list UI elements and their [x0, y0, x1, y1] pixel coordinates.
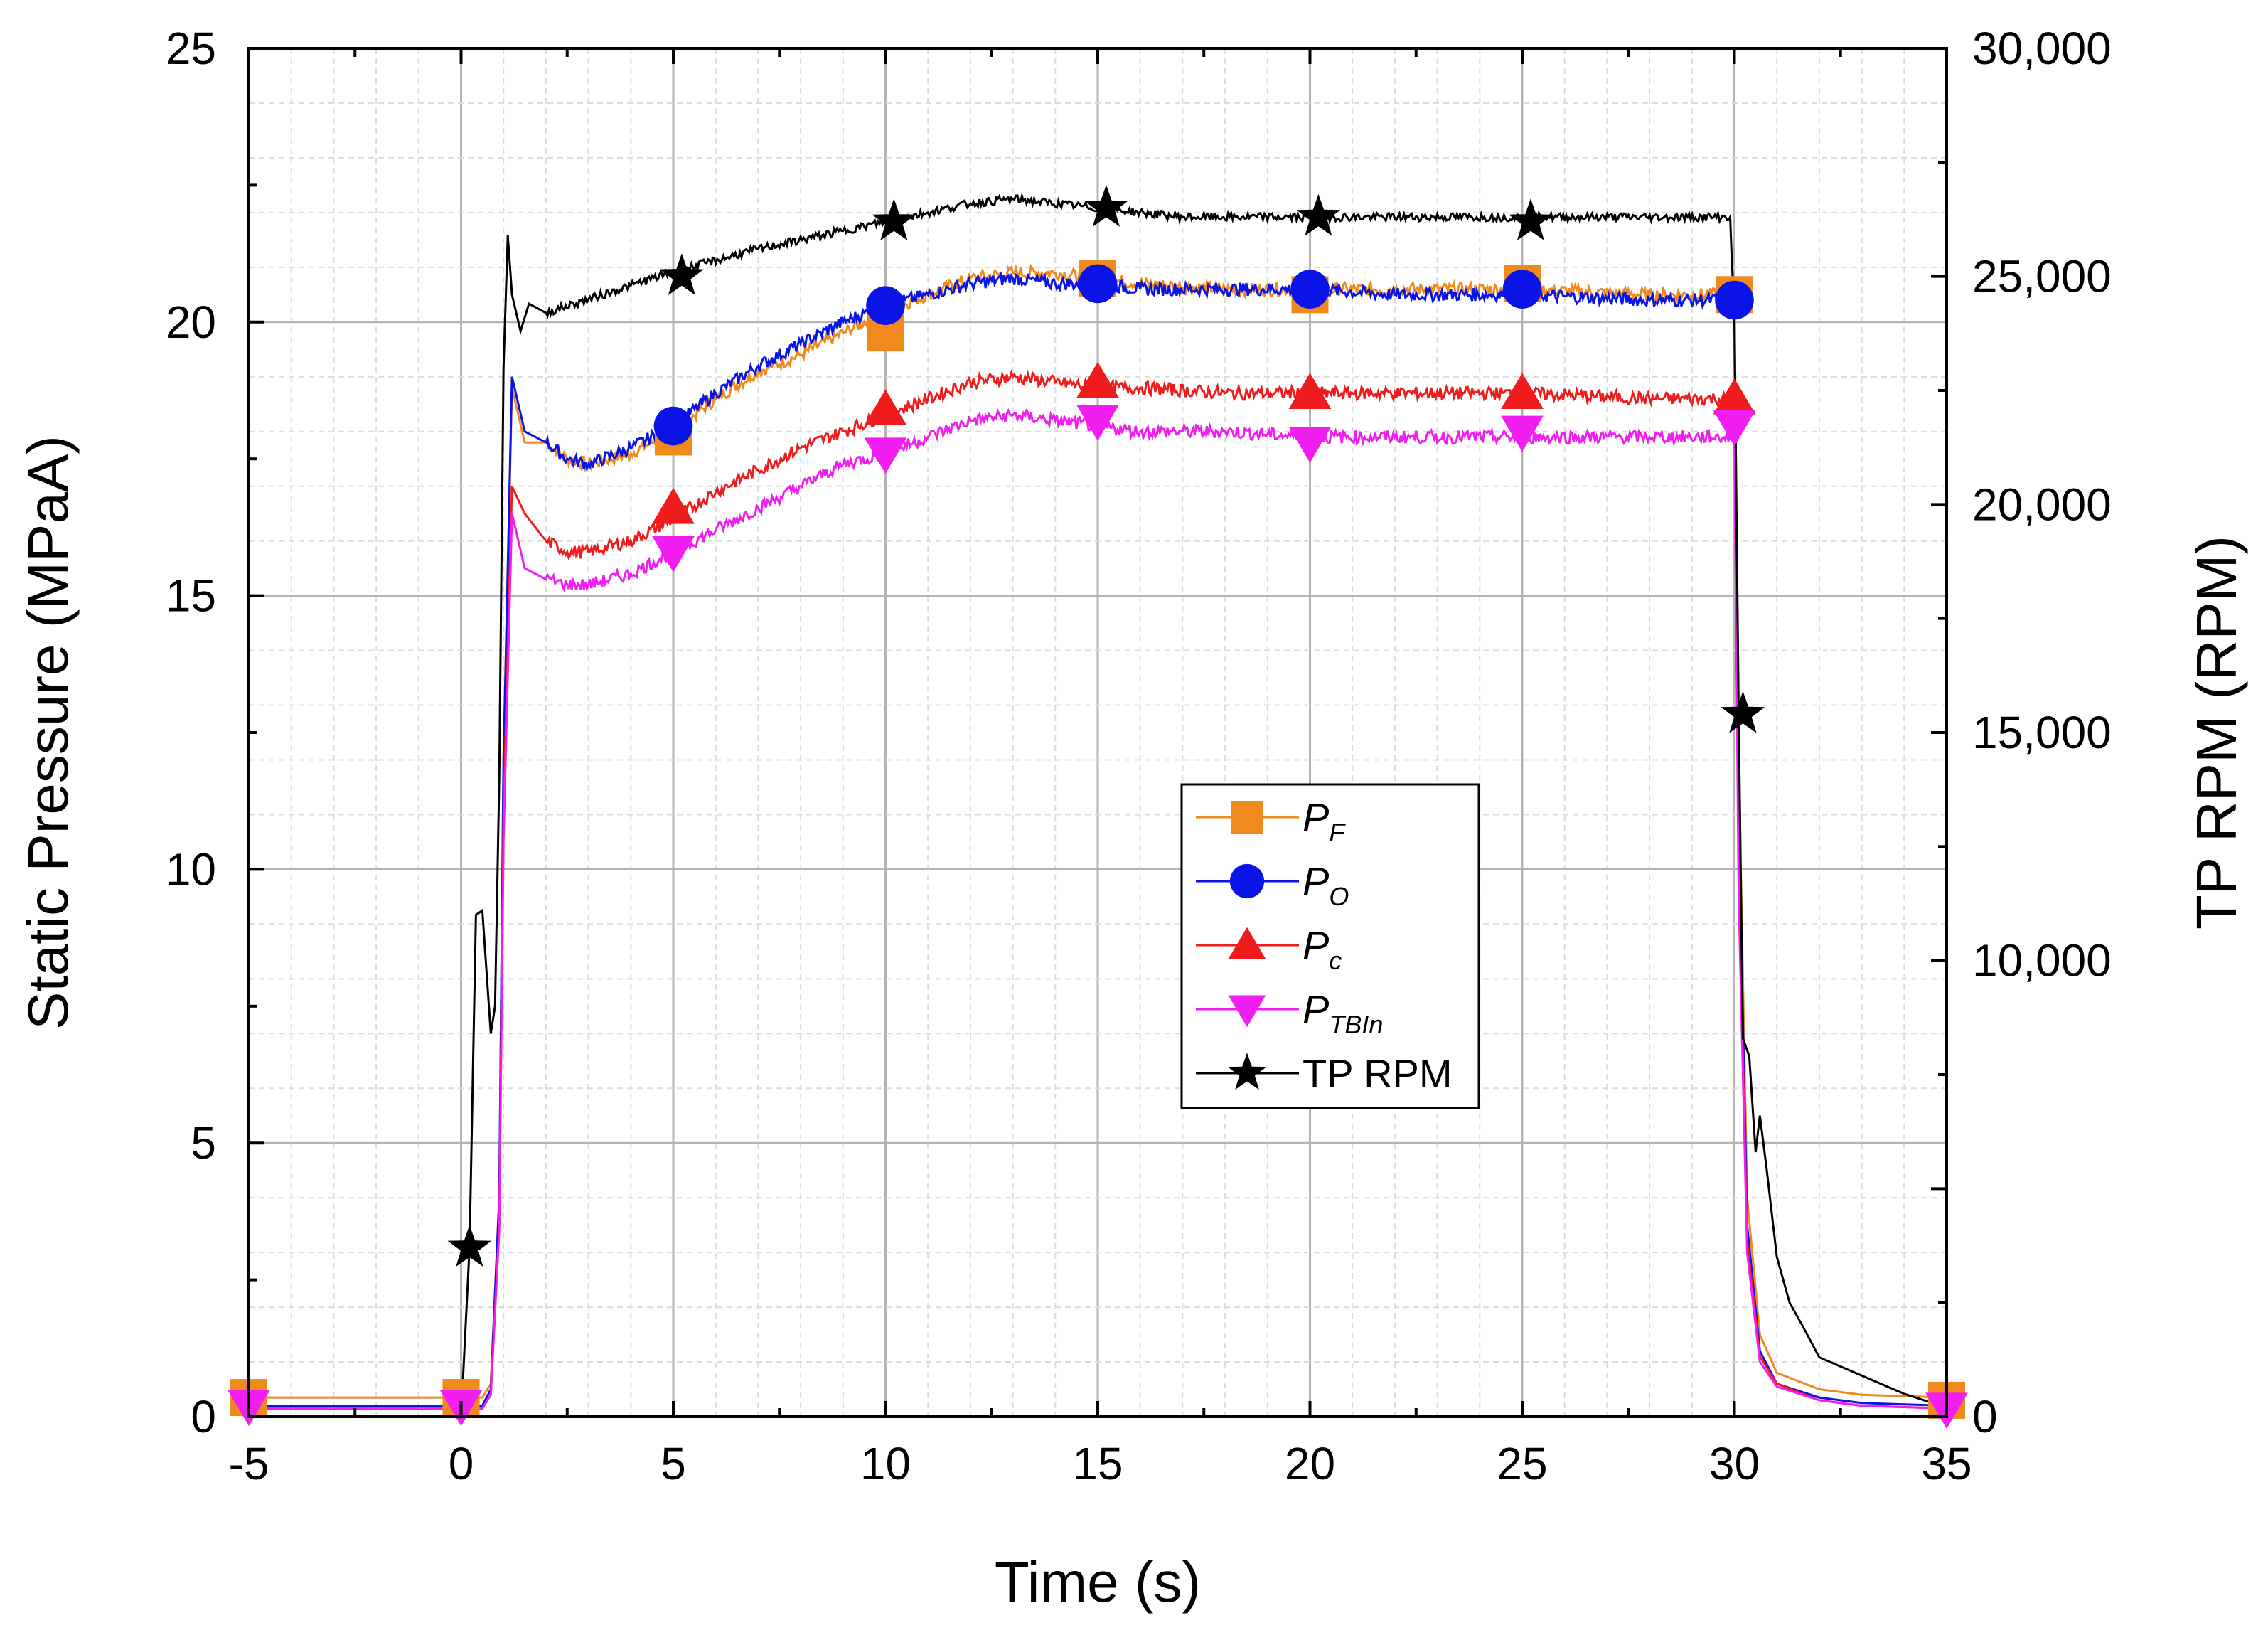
y-tick-label: 15 — [166, 570, 216, 622]
x-tick-label: 20 — [1285, 1438, 1335, 1489]
data-point-p-c — [1501, 373, 1544, 409]
data-point-p-tbin — [1713, 410, 1756, 447]
y2-tick-label: 20,000 — [1972, 479, 2112, 530]
x-axis-title: Time (s) — [995, 1550, 1201, 1614]
data-point-tp-rpm — [1509, 198, 1553, 240]
legend-marker-tp-rpm — [1227, 1053, 1267, 1090]
data-point-p-o — [653, 406, 693, 446]
y-tick-label: 10 — [166, 843, 216, 895]
y-axis-title: Static Pressure (MPaA) — [16, 435, 80, 1030]
y2-tick-label: 25,000 — [1972, 251, 2112, 302]
legend: PF PO Pc PTBIn TP RPM — [1180, 783, 1480, 1109]
x-tick-label: 0 — [449, 1438, 474, 1489]
x-tick-label: 15 — [1072, 1438, 1123, 1489]
legend-marker-p-c — [1228, 927, 1266, 959]
data-point-p-tbin — [1288, 427, 1332, 463]
data-point-p-c — [1713, 378, 1756, 415]
series-markers — [228, 185, 1968, 1429]
data-point-p-tbin — [1501, 415, 1544, 452]
data-point-p-c — [1288, 373, 1332, 409]
legend-marker-p-tbin — [1228, 995, 1266, 1028]
data-point-p-tbin — [864, 437, 907, 474]
data-point-p-tbin — [1076, 405, 1119, 441]
series-line-p-tbin — [249, 408, 1947, 1410]
data-point-p-o — [1502, 270, 1542, 309]
x-tick-label: 5 — [660, 1438, 686, 1489]
legend-label-tp-rpm: TP RPM — [1303, 1051, 1453, 1096]
y2-tick-label: 15,000 — [1972, 707, 2112, 758]
data-point-p-o — [1715, 280, 1754, 320]
x-tick-label: 25 — [1497, 1438, 1547, 1489]
data-point-p-o — [866, 286, 905, 326]
data-point-tp-rpm — [1084, 185, 1128, 227]
data-point-p-c — [652, 487, 695, 524]
data-point-p-c — [1076, 361, 1119, 398]
y2-tick-label: 30,000 — [1972, 23, 2112, 74]
series-line-tp-rpm — [249, 192, 1947, 1418]
legend-marker-p-o — [1229, 863, 1265, 899]
data-point-tp-rpm — [660, 253, 704, 295]
y-tick-label: 20 — [166, 297, 216, 348]
legend-label-p-o: PO — [1303, 859, 1349, 911]
data-point-tp-rpm — [1721, 691, 1765, 733]
y-tick-label: 25 — [166, 23, 216, 74]
legend-marker-p-f — [1231, 801, 1263, 834]
y-tick-label: 5 — [191, 1117, 216, 1168]
axes: -5 0 5 10 15 20 25 30 350510152025010,00015,0002… — [166, 23, 2112, 1489]
x-tick-label: 35 — [1921, 1438, 1972, 1489]
data-point-tp-rpm — [872, 198, 916, 240]
data-point-p-tbin — [652, 536, 695, 572]
data-point-p-o — [1078, 264, 1118, 304]
series-line-p-c — [249, 369, 1947, 1410]
legend-label-p-c: Pc — [1303, 923, 1342, 975]
data-point-p-c — [864, 389, 907, 426]
x-tick-label: 10 — [860, 1438, 911, 1489]
y-tick-label: 0 — [191, 1391, 216, 1442]
series-line-p-o — [249, 271, 1947, 1407]
data-point-tp-rpm — [1296, 193, 1341, 236]
data-point-tp-rpm — [447, 1225, 492, 1267]
series-lines — [249, 192, 1947, 1418]
y2-tick-label: 10,000 — [1972, 935, 2112, 986]
legend-label-p-tbin: PTBIn — [1303, 987, 1383, 1039]
y2-tick-label: 0 — [1972, 1391, 1998, 1442]
legend-label-p-f: PF — [1303, 795, 1346, 847]
data-point-p-o — [1290, 270, 1330, 309]
y2-axis-title: TP RPM (RPM) — [2185, 536, 2248, 930]
x-tick-label: -5 — [229, 1438, 269, 1489]
x-tick-label: 30 — [1709, 1438, 1760, 1489]
